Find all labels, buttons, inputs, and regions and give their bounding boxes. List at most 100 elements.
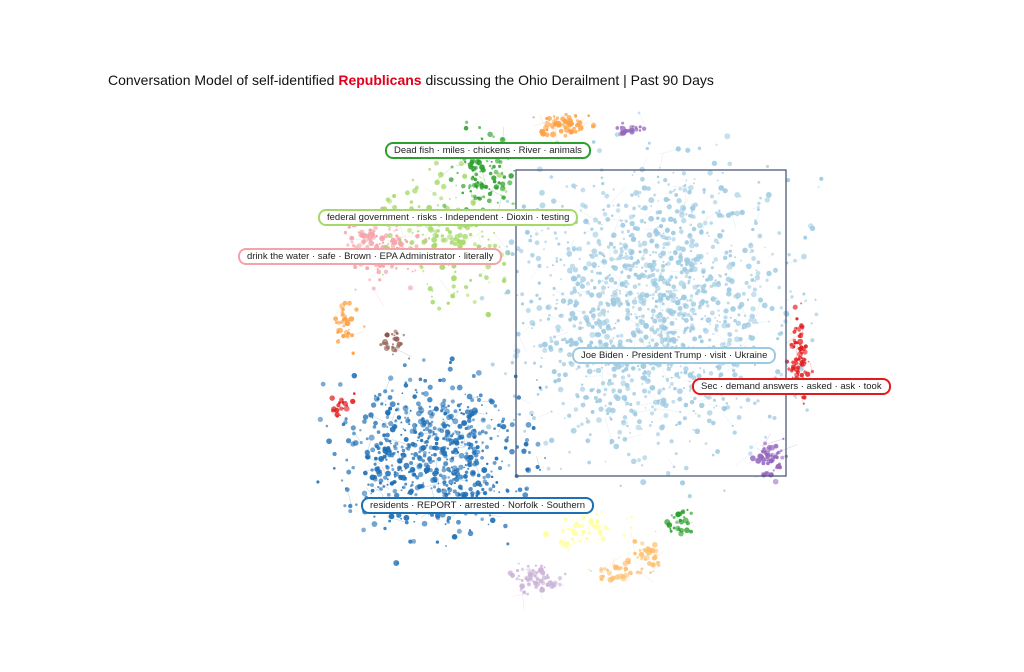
network-node bbox=[718, 314, 721, 317]
network-node bbox=[580, 187, 586, 193]
network-node bbox=[787, 367, 791, 371]
network-node bbox=[632, 206, 636, 211]
network-node bbox=[581, 310, 586, 315]
network-node bbox=[368, 434, 375, 441]
network-node bbox=[427, 457, 432, 462]
network-node bbox=[661, 293, 666, 298]
network-node bbox=[667, 366, 670, 369]
network-node bbox=[432, 426, 437, 431]
network-node bbox=[565, 340, 570, 344]
network-node bbox=[516, 395, 522, 400]
network-node bbox=[423, 451, 427, 455]
network-node bbox=[493, 404, 498, 408]
network-node bbox=[442, 492, 448, 499]
network-node bbox=[570, 537, 575, 541]
network-node bbox=[682, 386, 686, 390]
network-node bbox=[766, 270, 772, 277]
network-node bbox=[451, 284, 456, 289]
network-node bbox=[404, 381, 408, 384]
network-node bbox=[655, 314, 659, 318]
network-node bbox=[395, 228, 398, 232]
network-node bbox=[769, 305, 775, 312]
network-node bbox=[482, 195, 486, 199]
network-node bbox=[634, 127, 639, 132]
network-node bbox=[708, 273, 712, 278]
network-node bbox=[702, 369, 705, 372]
network-node bbox=[737, 313, 741, 317]
network-node bbox=[604, 404, 607, 407]
network-node bbox=[573, 186, 577, 190]
network-node bbox=[754, 221, 758, 226]
network-node bbox=[641, 185, 648, 191]
network-node bbox=[569, 291, 574, 296]
network-node bbox=[716, 297, 718, 300]
network-node bbox=[651, 314, 655, 317]
network-node bbox=[394, 492, 400, 499]
network-node bbox=[472, 242, 478, 247]
network-node bbox=[666, 380, 669, 383]
network-node bbox=[560, 298, 567, 304]
network-node bbox=[549, 175, 554, 179]
network-node bbox=[388, 406, 393, 411]
network-node bbox=[613, 326, 616, 330]
network-node bbox=[580, 533, 584, 537]
network-node bbox=[728, 277, 735, 284]
network-node bbox=[647, 390, 652, 394]
network-node bbox=[506, 245, 508, 248]
network-node bbox=[501, 195, 506, 200]
network-node bbox=[675, 146, 681, 152]
network-node bbox=[337, 338, 340, 341]
network-node bbox=[427, 286, 433, 292]
network-node bbox=[598, 300, 604, 306]
network-node bbox=[573, 126, 576, 129]
network-node bbox=[761, 302, 768, 309]
network-node bbox=[718, 372, 724, 377]
network-node bbox=[455, 184, 458, 187]
network-node bbox=[411, 456, 416, 461]
network-node bbox=[797, 338, 804, 345]
network-node bbox=[610, 381, 614, 386]
network-node bbox=[509, 448, 515, 455]
network-node bbox=[381, 422, 387, 428]
network-node bbox=[427, 397, 433, 403]
network-node bbox=[660, 330, 663, 333]
network-node bbox=[684, 527, 690, 534]
network-node bbox=[683, 318, 689, 323]
network-node bbox=[673, 250, 677, 253]
network-node bbox=[750, 249, 755, 253]
network-node bbox=[453, 447, 458, 453]
network-node bbox=[464, 285, 469, 290]
network-node bbox=[630, 515, 634, 519]
network-node bbox=[461, 191, 465, 195]
network-node bbox=[615, 126, 620, 130]
network-node bbox=[611, 232, 617, 238]
network-node bbox=[573, 407, 579, 412]
network-node bbox=[567, 548, 570, 552]
network-node bbox=[384, 333, 387, 337]
network-node bbox=[669, 381, 674, 387]
network-node bbox=[649, 294, 652, 297]
network-node bbox=[316, 480, 320, 484]
network-node bbox=[458, 434, 461, 437]
network-node bbox=[379, 487, 383, 491]
network-node bbox=[397, 468, 400, 472]
network-node bbox=[485, 473, 491, 479]
network-node bbox=[563, 230, 567, 234]
network-node bbox=[352, 392, 356, 395]
network-node bbox=[696, 289, 701, 294]
title-suffix: discussing the Ohio Derailment | Past 90… bbox=[421, 72, 714, 88]
network-node bbox=[684, 240, 690, 245]
network-node bbox=[493, 169, 499, 175]
network-node bbox=[693, 260, 696, 263]
network-node bbox=[644, 555, 650, 561]
network-node bbox=[556, 377, 562, 383]
network-node bbox=[401, 392, 404, 395]
network-node bbox=[350, 425, 356, 431]
network-node bbox=[579, 281, 583, 284]
network-node bbox=[768, 450, 771, 452]
network-node bbox=[604, 460, 607, 463]
network-node bbox=[624, 382, 630, 388]
network-node bbox=[625, 338, 630, 343]
network-node bbox=[751, 318, 758, 325]
network-node bbox=[589, 388, 594, 393]
